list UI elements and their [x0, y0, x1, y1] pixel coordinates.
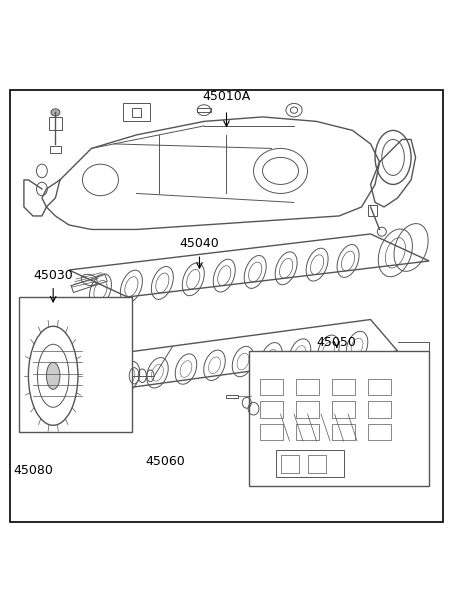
Bar [132, 108, 141, 117]
Bar [260, 379, 283, 395]
Bar [296, 401, 319, 417]
Polygon shape [69, 234, 429, 297]
Text: 45030: 45030 [33, 269, 73, 282]
Polygon shape [69, 319, 398, 392]
Bar [197, 108, 211, 113]
Bar [19, 297, 132, 432]
Bar [260, 424, 283, 440]
Bar [333, 379, 355, 395]
Bar [50, 146, 61, 153]
Bar [296, 379, 319, 395]
Bar [276, 450, 343, 477]
Bar [226, 395, 238, 398]
Text: 45010A: 45010A [202, 90, 251, 103]
Ellipse shape [51, 109, 60, 116]
Bar [333, 424, 355, 440]
Bar [333, 401, 355, 417]
Bar [368, 204, 377, 216]
Ellipse shape [46, 362, 60, 389]
Bar [48, 117, 62, 130]
Text: 45060: 45060 [146, 455, 186, 468]
Text: 45050: 45050 [317, 335, 357, 348]
Bar [123, 103, 150, 121]
Text: 45080: 45080 [13, 464, 53, 477]
Bar [249, 351, 429, 486]
Bar [368, 379, 391, 395]
Bar [260, 401, 283, 417]
Bar [296, 424, 319, 440]
Bar [308, 455, 326, 472]
Bar [368, 424, 391, 440]
Bar [368, 401, 391, 417]
Bar [280, 455, 299, 472]
Text: 45040: 45040 [179, 237, 219, 250]
